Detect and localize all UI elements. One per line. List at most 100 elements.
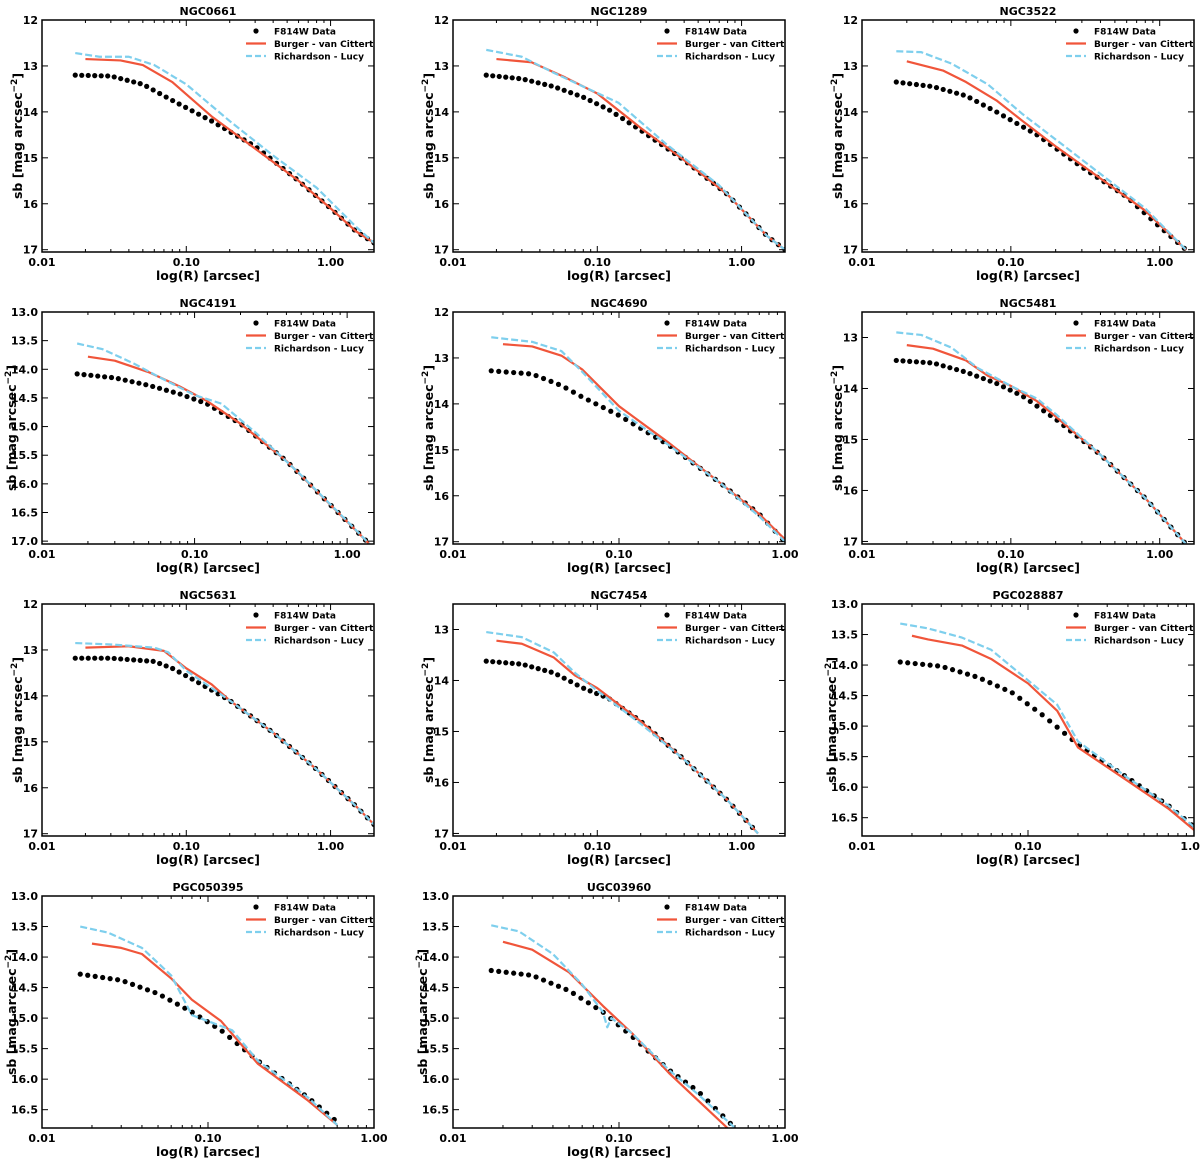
data-point (568, 678, 574, 685)
data-point (189, 676, 195, 682)
data-point (157, 90, 163, 97)
legend-label: F814W Data (685, 904, 747, 914)
legend-label: Richardson - Lucy (685, 929, 775, 939)
data-point (219, 1028, 225, 1034)
y-axis-label: sb [mag arcsec−2] (10, 73, 25, 199)
data-point (1032, 706, 1038, 712)
data-point (522, 77, 528, 83)
y-axis-label-sup: −2 (421, 371, 431, 385)
data-point (1034, 403, 1040, 409)
y-tick-label: 16.0 (422, 1073, 449, 1086)
x-tick-label: 0.10 (173, 840, 200, 853)
plot-area (72, 641, 374, 828)
data-point (574, 682, 580, 688)
data-point (690, 1084, 696, 1091)
richardson-lucy-line (486, 630, 759, 835)
data-point (1041, 408, 1047, 414)
burger-van-cittert-line (502, 940, 729, 1128)
y-tick-label: 13.0 (11, 890, 38, 903)
legend-marker-data (253, 904, 259, 910)
y-axis-label-text: sb [mag arcsec (4, 968, 19, 1075)
y-tick-label: 16.5 (11, 1104, 38, 1117)
data-point (85, 655, 91, 661)
x-tick-label: 0.01 (28, 548, 55, 561)
y-axis-label: sb [mag arcsec−2] (830, 365, 845, 491)
data-point (563, 986, 569, 992)
legend: F814W Data Burger - van Cittert Richardson… (1066, 28, 1194, 63)
data-point (490, 73, 496, 79)
y-tick-label: 13 (23, 60, 38, 73)
y-axis-label-close: ] (421, 73, 436, 79)
x-tick-label: 1.00 (360, 1132, 387, 1145)
panel-ugc03960: UGC03960 0.01 0.10 1.00 13.0 13.5 14.0 14.5 15.0… (415, 881, 799, 1159)
x-tick-label: 0.01 (439, 1132, 466, 1145)
data-point (170, 389, 176, 395)
data-point (1009, 690, 1015, 696)
x-tick-label: 0.10 (605, 1132, 632, 1145)
y-axis-label-text: sb [mag arcsec (830, 384, 845, 491)
legend-label: Burger - van Cittert (274, 916, 374, 926)
x-axis-label: log(R) [arcsec] (567, 852, 671, 867)
data-point (935, 663, 941, 669)
legend-label: F814W Data (685, 28, 747, 38)
data-point (893, 79, 899, 85)
y-tick-label: 16 (434, 198, 450, 211)
data-point (600, 404, 606, 411)
data-point (131, 657, 137, 663)
x-tick-label: 0.01 (848, 256, 875, 269)
plot-area (893, 50, 1187, 251)
y-tick-label: 14.0 (831, 659, 858, 672)
data-point (518, 971, 524, 977)
legend-label: Richardson - Lucy (274, 929, 364, 939)
plot-area (72, 51, 374, 246)
y-axis-label-close: ] (4, 365, 19, 371)
data-point (108, 374, 115, 381)
y-tick-label: 15.5 (11, 1043, 38, 1056)
data-point (529, 664, 535, 670)
data-point (100, 974, 106, 981)
y-tick-label: 14.0 (11, 951, 38, 964)
legend-label: Burger - van Cittert (274, 40, 374, 50)
legend-marker-data (664, 28, 670, 34)
data-point (503, 660, 509, 666)
y-axis-label-sup: −2 (10, 79, 20, 93)
x-tick-label: 0.10 (997, 256, 1024, 269)
legend-label: Richardson - Lucy (1094, 637, 1184, 647)
data-point (533, 372, 539, 379)
x-tick-label: 0.10 (584, 256, 611, 269)
panel-ngc0661: NGC0661 0.01 0.10 1.00 12 13 14 15 16 17 log(R) [a… (10, 5, 375, 283)
y-tick-label: 15 (23, 736, 38, 749)
x-axis-label: log(R) [arcsec] (567, 560, 671, 575)
y-tick-label: 14.0 (11, 363, 38, 376)
y-tick-label: 14 (23, 106, 39, 119)
legend: F814W Data Burger - van Cittert Richardson… (246, 904, 374, 939)
data-point (942, 664, 948, 671)
data-point (98, 655, 104, 661)
y-tick-label: 14 (23, 690, 39, 703)
legend-label: Richardson - Lucy (274, 53, 364, 63)
data-point (511, 970, 517, 976)
data-point (967, 95, 973, 101)
data-point (987, 680, 993, 686)
chart-title: PGC050395 (172, 881, 243, 894)
y-tick-label: 12 (434, 306, 449, 319)
y-tick-label: 15 (434, 152, 449, 165)
data-point (1020, 124, 1027, 130)
x-axis-label: log(R) [arcsec] (567, 268, 671, 283)
data-point (144, 83, 150, 89)
x-tick-label: 0.01 (28, 1132, 55, 1145)
y-axis-label: sb [mag arcsec−2] (10, 657, 25, 783)
legend: F814W Data Burger - van Cittert Richardson… (1066, 612, 1194, 647)
y-tick-label: 17 (843, 535, 858, 548)
legend-label: F814W Data (274, 320, 336, 330)
data-point (905, 660, 911, 666)
data-point (483, 658, 489, 664)
data-point (196, 111, 202, 117)
data-point (74, 371, 80, 377)
legend: F814W Data Burger - van Cittert Richardson… (246, 612, 374, 647)
y-tick-label: 14.5 (11, 982, 38, 995)
y-axis-label-text: sb [mag arcsec (415, 968, 430, 1075)
data-point (176, 669, 182, 675)
y-tick-label: 17 (434, 827, 449, 840)
x-tick-label: 1.00 (1180, 840, 1200, 853)
